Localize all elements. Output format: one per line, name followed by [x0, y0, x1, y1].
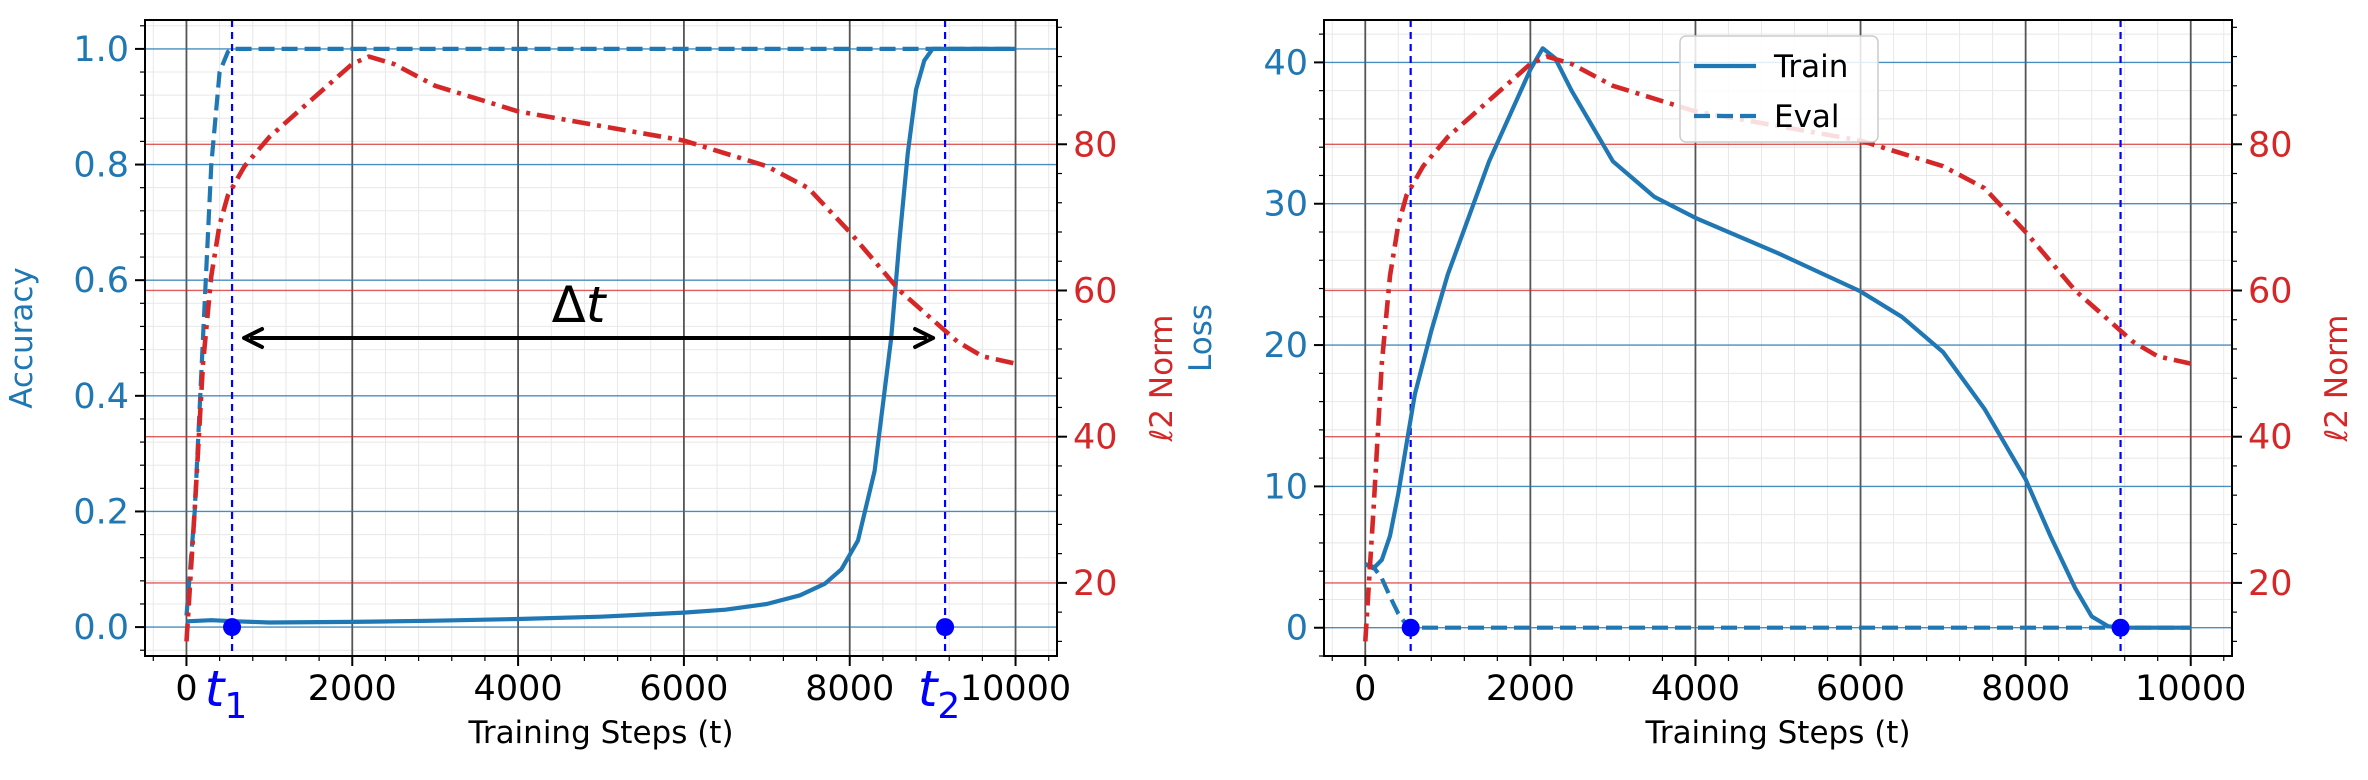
y-tick-label: 0.8: [73, 146, 129, 186]
legend: Train Eval: [1679, 35, 1879, 143]
delta-variable: t: [586, 276, 608, 334]
delta-annotation-label: Δt: [552, 276, 608, 334]
marker-label-subscript: 1: [224, 686, 247, 727]
chart-panel-2: 0 2000 4000 6000 8000 10000 0 10 20 30 40 20 40 60 80 T…: [1183, 19, 2355, 751]
legend-label-eval: Eval: [1774, 99, 1840, 135]
marker-label-subscript: 2: [937, 686, 960, 727]
y2-tick-label: 20: [1073, 564, 1118, 604]
y-tick-label: 0.0: [73, 608, 129, 648]
x-axis-label: Training Steps (t): [467, 715, 733, 751]
marker-point-1: [1401, 618, 1420, 637]
chart-panel-1: 0 2000 4000 6000 8000 10000 0.0 0.2 0.4 0.6 0.8 1.0…: [4, 19, 1180, 751]
delta-arrow-head-right: [913, 327, 936, 349]
x-tick-label: 8000: [805, 669, 894, 709]
y2-axis-label: ℓ2 Norm: [2319, 315, 2355, 443]
x-tick-label: 4000: [474, 669, 563, 709]
x-tick-label: 0: [1354, 669, 1376, 709]
y-tick-label: 30: [1263, 185, 1308, 225]
y-tick-label: 20: [1263, 326, 1308, 366]
marker-point-2: [936, 618, 955, 637]
x-tick-label: 6000: [1816, 669, 1905, 709]
eval-series-line: [1364, 562, 2191, 630]
x-tick-label: 6000: [639, 669, 728, 709]
y-tick-label: 10: [1263, 467, 1308, 507]
norm-series-line: [1363, 54, 2192, 642]
x-tick-label: 4000: [1651, 669, 1740, 709]
x-tick-label: 8000: [1981, 669, 2070, 709]
x-axis-label: Training Steps (t): [1644, 715, 1910, 751]
train-series-line: [186, 46, 1016, 625]
x-tick-label: 2000: [1486, 669, 1575, 709]
y-tick-label: 0: [1286, 609, 1308, 649]
legend-label-train: Train: [1773, 49, 1848, 85]
marker-label-letter: t: [205, 660, 227, 718]
marker-point-1: [223, 618, 242, 637]
y-axis-label: Accuracy: [4, 267, 40, 409]
y-tick-label: 0.6: [73, 261, 129, 301]
y2-tick-label: 60: [2248, 271, 2293, 311]
marker-label-letter: t: [918, 660, 940, 718]
plot-frame: [1323, 19, 2233, 657]
eval-series-line: [184, 46, 1016, 616]
y2-tick-label: 40: [1073, 418, 1118, 458]
marker-label-1: t1: [205, 660, 248, 727]
y2-tick-label: 20: [2248, 564, 2293, 604]
delta-symbol: Δ: [552, 276, 586, 334]
x-tick-label: 10000: [960, 669, 1071, 709]
y-tick-label: 1.0: [73, 30, 129, 70]
delta-arrow-head-left: [242, 327, 265, 349]
y2-tick-label: 60: [1073, 271, 1118, 311]
y-tick-label: 40: [1263, 43, 1308, 83]
train-series-line: [1364, 46, 2191, 630]
norm-series-line: [184, 54, 1016, 642]
x-tick-label: 0: [175, 669, 197, 709]
y-axis-label: Loss: [1183, 304, 1219, 372]
y2-tick-label: 40: [2248, 418, 2293, 458]
y2-axis-label: ℓ2 Norm: [1144, 315, 1180, 443]
y-tick-label: 0.2: [73, 492, 129, 532]
marker-point-2: [2111, 618, 2130, 637]
y2-tick-label: 80: [1073, 125, 1118, 165]
x-tick-label: 10000: [2135, 669, 2246, 709]
plot-frame: [144, 19, 1058, 657]
marker-label-2: t2: [918, 660, 961, 727]
y-tick-label: 0.4: [73, 377, 129, 417]
y2-tick-label: 80: [2248, 125, 2293, 165]
x-tick-label: 2000: [308, 669, 397, 709]
